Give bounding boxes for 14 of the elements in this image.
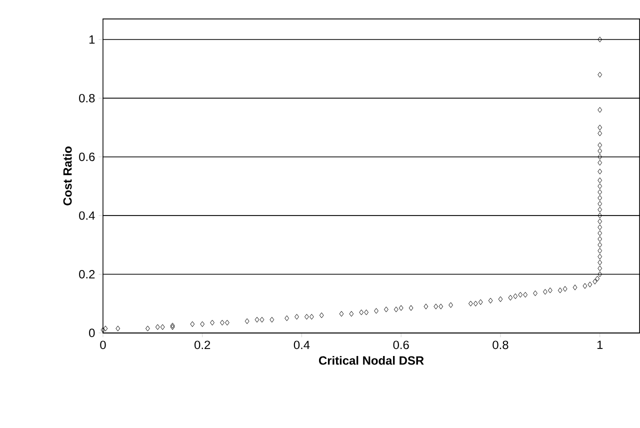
y-tick-label: 0.4 <box>79 211 95 220</box>
x-tick-label: 0.4 <box>294 340 310 350</box>
x-tick-label: 0 <box>100 340 106 350</box>
x-tick-label: 0.2 <box>194 340 210 350</box>
y-tick-label: 0.8 <box>79 94 95 102</box>
x-tick-label: 0.8 <box>492 340 508 350</box>
y-tick-label: 0.2 <box>79 270 95 278</box>
y-tick-label: 1 <box>89 35 95 44</box>
x-tick-label: 0.6 <box>393 340 409 350</box>
x-axis-title: Critical Nodal DSR <box>318 356 424 365</box>
y-tick-label: 0 <box>89 328 95 338</box>
y-tick-label: 0.6 <box>79 152 95 162</box>
y-axis-title: Cost Ratio <box>62 146 72 206</box>
x-tick-label: 1 <box>597 340 603 349</box>
